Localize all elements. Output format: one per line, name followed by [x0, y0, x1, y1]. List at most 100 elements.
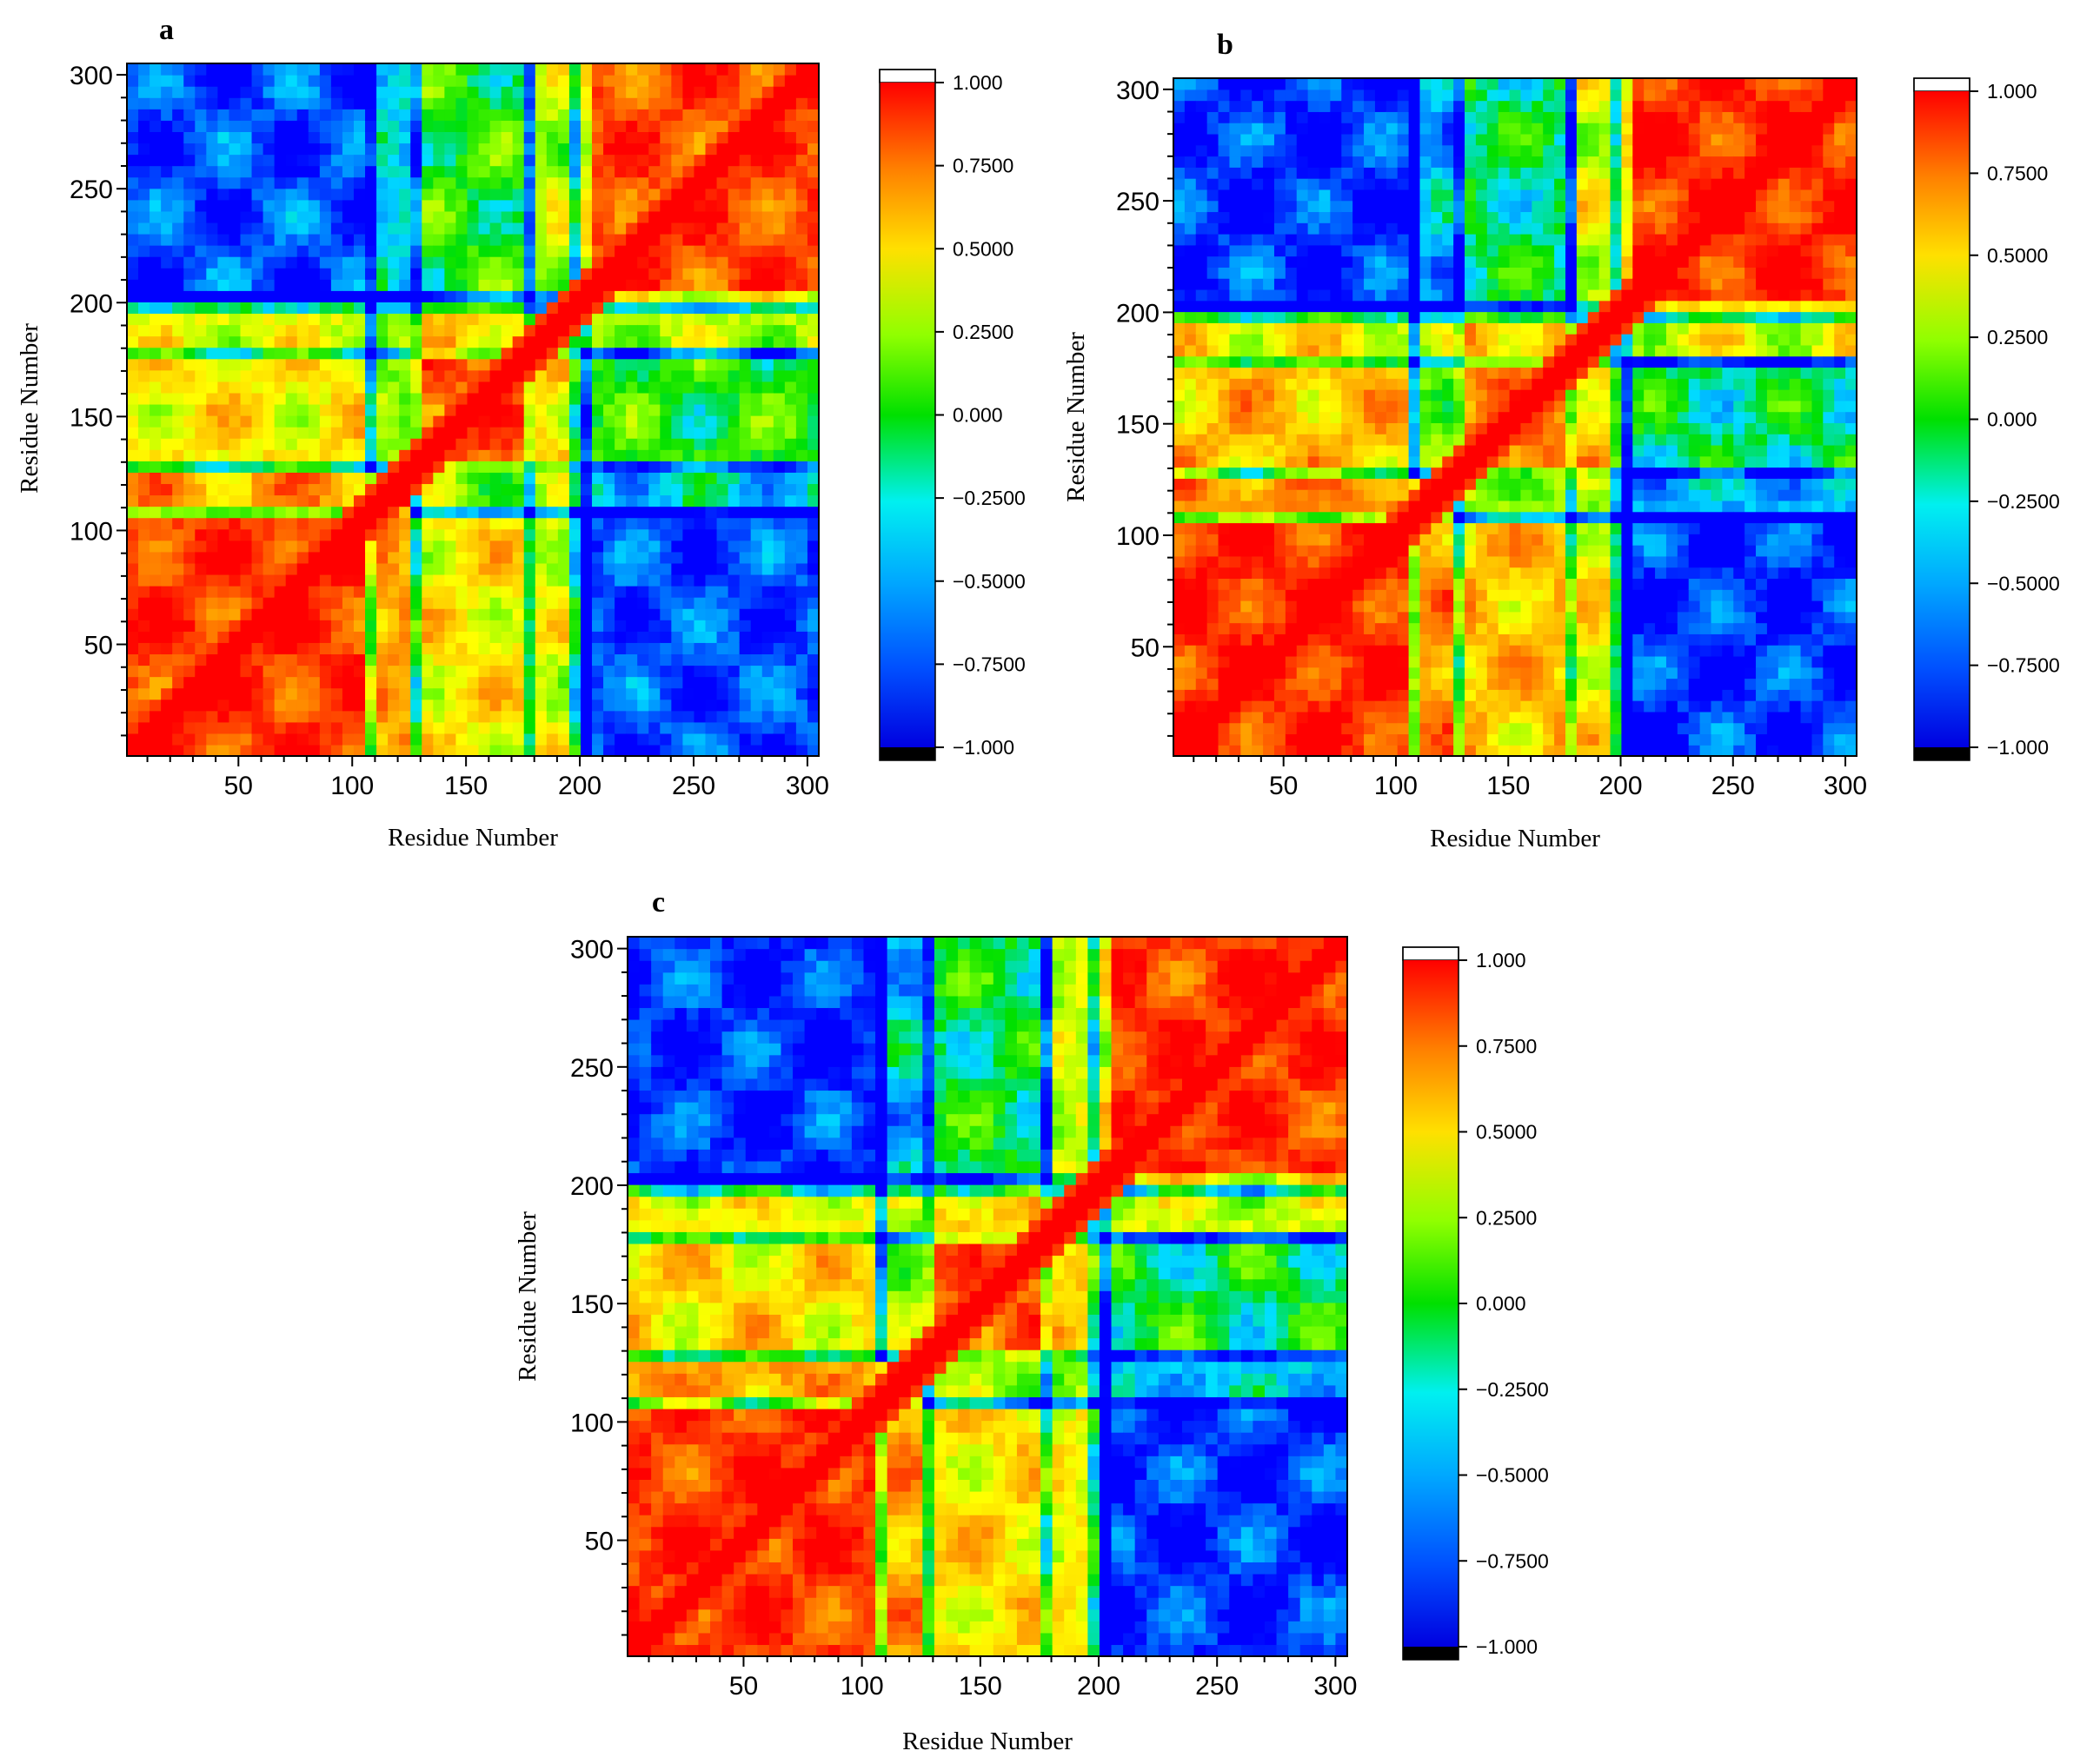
heatmap-cell: [399, 642, 411, 655]
heatmap-cell: [251, 268, 264, 280]
heatmap-cell: [705, 358, 718, 371]
heatmap-cell: [353, 256, 366, 269]
heatmap-cell: [455, 324, 468, 337]
heatmap-cell: [1263, 133, 1275, 146]
heatmap-cell: [251, 358, 264, 371]
heatmap-cell: [1307, 189, 1320, 202]
heatmap-cell: [365, 245, 377, 257]
heatmap-cell: [501, 562, 514, 575]
heatmap-cell: [512, 438, 525, 450]
heatmap-cell: [217, 176, 230, 189]
heatmap-cell: [637, 586, 649, 598]
heatmap-cell: [399, 551, 411, 564]
heatmap-cell: [1184, 200, 1197, 213]
heatmap-cell: [127, 369, 139, 382]
heatmap-cell: [750, 665, 763, 678]
heatmap-cell: [1195, 255, 1208, 268]
heatmap-cell: [376, 75, 389, 87]
heatmap-cell: [603, 494, 615, 507]
heatmap-cell: [262, 75, 276, 87]
heatmap-cell: [127, 279, 139, 291]
heatmap-cell: [138, 494, 150, 507]
heatmap-cell: [1352, 578, 1365, 590]
heatmap-cell: [761, 109, 774, 121]
heatmap-cell: [342, 369, 355, 382]
heatmap-cell: [761, 631, 774, 643]
heatmap-cell: [161, 97, 173, 109]
heatmap-cell: [274, 75, 287, 87]
heatmap-cell: [728, 562, 741, 575]
heatmap-cell: [795, 245, 808, 257]
heatmap-cell: [308, 597, 321, 609]
heatmap-cell: [478, 143, 491, 156]
heatmap-cell: [172, 461, 184, 473]
heatmap-cell: [750, 233, 763, 246]
heatmap-cell: [501, 245, 514, 257]
heatmap-cell: [183, 188, 196, 201]
heatmap-cell: [330, 268, 343, 280]
heatmap-cell: [388, 540, 400, 553]
heatmap-cell: [682, 676, 695, 689]
heatmap-cell: [705, 154, 718, 167]
heatmap-cell: [512, 188, 525, 201]
heatmap-cell: [1386, 666, 1399, 680]
heatmap-cell: [750, 199, 763, 212]
heatmap-cell: [694, 494, 707, 507]
heatmap-cell: [444, 279, 457, 291]
heatmap-cell: [240, 335, 253, 348]
heatmap-cell: [1285, 244, 1298, 257]
heatmap-cell: [1240, 555, 1253, 568]
heatmap-cell: [501, 687, 514, 700]
heatmap-cell: [251, 86, 264, 98]
heatmap-cell: [183, 358, 196, 371]
heatmap-cell: [1184, 689, 1197, 701]
heatmap-cell: [274, 120, 287, 132]
heatmap-cell: [388, 358, 400, 371]
heatmap-cell: [716, 290, 729, 302]
heatmap-cell: [478, 279, 491, 291]
heatmap-cell: [150, 506, 162, 519]
heatmap-cell: [773, 392, 786, 405]
heatmap-cell: [660, 494, 672, 507]
heatmap-cell: [1296, 123, 1309, 135]
heatmap-cell: [716, 483, 729, 496]
heatmap-cell: [422, 290, 434, 302]
heatmap-cell: [1173, 288, 1186, 302]
heatmap-cell: [546, 279, 559, 291]
heatmap-cell: [183, 131, 196, 144]
heatmap-cell: [773, 302, 786, 315]
heatmap-cell: [615, 324, 627, 337]
heatmap-cell: [195, 620, 207, 632]
heatmap-cell: [637, 427, 649, 439]
heatmap-cell: [512, 562, 525, 575]
heatmap-cell: [694, 597, 707, 609]
heatmap-cell: [648, 721, 661, 734]
heatmap-cell: [183, 415, 196, 428]
heatmap-cell: [1173, 600, 1186, 613]
heatmap-cell: [172, 744, 184, 757]
heatmap-cell: [773, 86, 786, 98]
heatmap-cell: [296, 188, 309, 201]
heatmap-cell: [1285, 411, 1298, 423]
heatmap-cell: [1374, 622, 1387, 634]
heatmap-cell: [1218, 344, 1231, 357]
heatmap-cell: [1296, 78, 1309, 90]
heatmap-cell: [1374, 722, 1387, 735]
heatmap-cell: [1352, 378, 1365, 390]
heatmap-cell: [795, 676, 808, 689]
heatmap-cell: [648, 631, 661, 643]
heatmap-cell: [388, 438, 400, 450]
heatmap-cell: [342, 608, 355, 620]
heatmap-cell: [262, 710, 276, 723]
heatmap-cell: [535, 358, 548, 371]
heatmap-cell: [296, 551, 309, 564]
heatmap-cell: [807, 438, 820, 450]
heatmap-cell: [1374, 422, 1387, 434]
heatmap-cell: [262, 483, 276, 496]
heatmap-cell: [580, 222, 593, 235]
heatmap-cell: [580, 210, 593, 223]
heatmap-cell: [217, 381, 230, 394]
heatmap-cell: [716, 733, 729, 746]
heatmap-cell: [308, 358, 321, 371]
heatmap-cell: [1352, 267, 1365, 279]
